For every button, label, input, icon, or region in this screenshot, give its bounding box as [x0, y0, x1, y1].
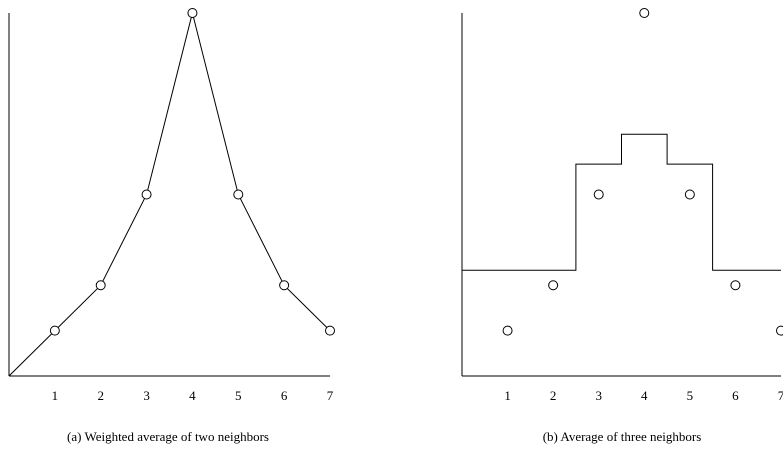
chart-0-x-tick-label: 6	[281, 388, 288, 403]
chart-0-x-tick-label: 5	[235, 388, 242, 403]
chart-1-x-tick-label: 1	[504, 388, 511, 403]
chart-0-point-6	[279, 280, 290, 291]
chart-1-point-7	[776, 325, 783, 336]
chart-1-point-3	[593, 189, 604, 200]
chart-0-x-tick-label: 2	[97, 388, 104, 403]
chart-0-series-line	[8, 12, 331, 377]
chart-0-point-7	[325, 325, 335, 336]
chart-0-point-4	[187, 8, 198, 18]
chart-0-point-2	[95, 280, 106, 291]
chart-1-x-tick-label: 2	[550, 388, 557, 403]
chart-0-x-tick-label: 1	[52, 388, 59, 403]
chart-0-x-tick-label: 4	[189, 388, 196, 403]
chart-0-x-tick-label: 7	[327, 388, 334, 403]
panel-a: 1 2 3 4 5 6 7 (a) Weighted average of two neigh…	[8, 8, 335, 444]
panel-b: 1 2 3 4 5 6 7 (b) Average of three neighbors	[461, 8, 783, 444]
chart-1-x-tick-label: 5	[687, 388, 694, 403]
chart-1-point-1	[502, 325, 513, 336]
chart-0-point-3	[141, 189, 152, 200]
chart-0-x-tick-label: 3	[143, 388, 150, 403]
chart-1-point-4	[639, 8, 650, 18]
chart-1-x-tick-label: 3	[595, 388, 602, 403]
chart-1-point-6	[730, 280, 741, 291]
chart-1-x-tick-label: 7	[778, 388, 783, 403]
chart-1-point-5	[684, 189, 695, 200]
chart-1-step-line	[462, 133, 781, 271]
chart-0-caption: (a) Weighted average of two neighbors	[67, 429, 269, 444]
chart-1-x-tick-label: 6	[732, 388, 739, 403]
chart-1-x-tick-label: 4	[641, 388, 648, 403]
chart-1-caption: (b) Average of three neighbors	[543, 429, 702, 444]
chart-1-point-2	[548, 280, 559, 291]
chart-0-point-1	[49, 325, 60, 336]
chart-0-point-5	[233, 189, 244, 200]
